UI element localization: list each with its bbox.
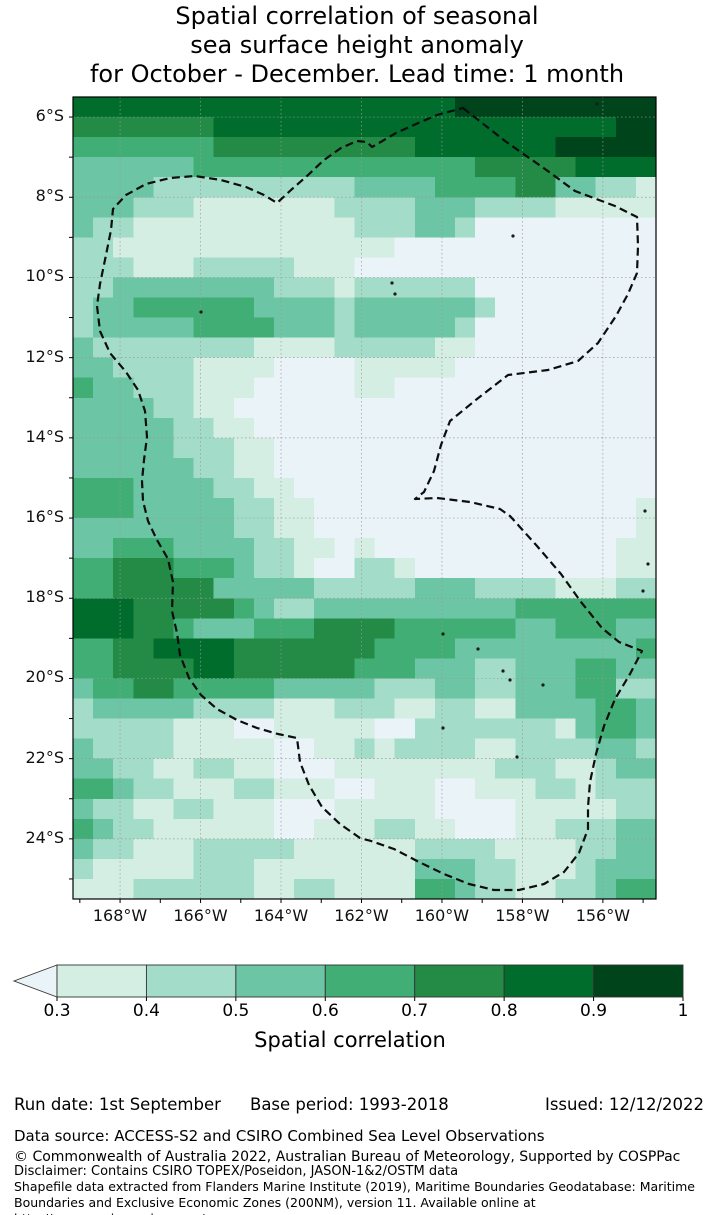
issued-date: Issued: 12/12/2022 <box>544 1095 704 1114</box>
run-date: Run date: 1st September <box>14 1095 221 1114</box>
lon-tick-label: 156°W <box>575 906 631 925</box>
lon-tick-label: 164°W <box>253 906 309 925</box>
shapefile-note: Shapefile data extracted from Flanders M… <box>14 1179 695 1215</box>
lon-tick-label: 162°W <box>334 906 389 925</box>
colorbar-svg <box>12 964 684 1001</box>
lat-tick-label: 18°S <box>25 587 64 607</box>
map-area <box>67 94 660 906</box>
lon-tick-label: 168°W <box>92 906 148 925</box>
title-line-3: for October - December. Lead time: 1 mon… <box>89 60 625 88</box>
lat-tick-label: 20°S <box>25 667 64 687</box>
footer-run-line: Run date: 1st September Base period: 199… <box>14 1095 714 1114</box>
colorbar-tick-label: 1 <box>677 1001 689 1021</box>
lat-tick-label: 16°S <box>25 507 64 527</box>
disclaimer: Disclaimer: Contains CSIRO TOPEX/Poseido… <box>14 1164 459 1179</box>
lat-tick-label: 8°S <box>35 186 64 206</box>
lat-tick-label: 14°S <box>25 426 64 446</box>
colorbar <box>0 962 714 1006</box>
colorbar-tick-label: 0.5 <box>222 1001 250 1021</box>
data-source: Data source: ACCESS-S2 and CSIRO Combine… <box>14 1127 545 1145</box>
base-period: Base period: 1993-2018 <box>250 1095 449 1114</box>
lon-tick-label: 158°W <box>495 906 550 925</box>
colorbar-tick-label: 0.7 <box>401 1001 429 1021</box>
copyright: © Commonwealth of Australia 2022, Austra… <box>14 1149 681 1165</box>
lon-tick-label: 166°W <box>173 906 228 925</box>
chart-title: Spatial correlation of seasonal sea surf… <box>0 2 714 89</box>
correlation-heatmap <box>69 96 657 903</box>
lat-tick-label: 22°S <box>25 747 64 767</box>
colorbar-tick-label: 0.6 <box>311 1001 339 1021</box>
colorbar-tick-label: 0.3 <box>43 1001 71 1021</box>
eez-boundary <box>95 106 644 892</box>
colorbar-tick-label: 0.8 <box>490 1001 518 1021</box>
title-line-1: Spatial correlation of seasonal <box>175 2 539 30</box>
lat-tick-label: 6°S <box>35 106 64 126</box>
lat-tick-label: 10°S <box>25 266 64 286</box>
colorbar-label: Spatial correlation <box>254 1028 446 1052</box>
colorbar-tick-label: 0.9 <box>580 1001 608 1021</box>
colorbar-tick-label: 0.4 <box>132 1001 160 1021</box>
title-line-2: sea surface height anomaly <box>190 31 524 59</box>
lat-tick-label: 12°S <box>25 346 64 366</box>
lon-tick-label: 160°W <box>414 906 470 925</box>
lat-tick-label: 24°S <box>25 827 64 847</box>
